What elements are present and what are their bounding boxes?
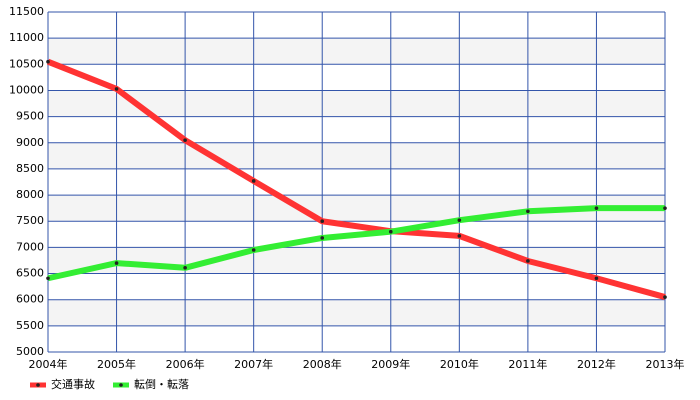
y-tick-label: 8500 (16, 162, 44, 175)
y-tick-label: 11000 (9, 31, 44, 44)
point (526, 209, 530, 214)
legend-label: 交通事故 (51, 377, 95, 391)
legend-label: 転倒・転落 (134, 378, 189, 391)
y-tick-label: 5000 (16, 345, 44, 358)
y-tick-label: 9500 (16, 110, 44, 123)
legend-dot (36, 383, 40, 387)
point (388, 229, 393, 234)
y-tick-label: 6000 (16, 293, 44, 306)
y-tick-label: 10000 (9, 83, 44, 96)
point (46, 59, 50, 64)
point (114, 261, 119, 265)
legend-dot (119, 383, 123, 387)
x-tick-label: 2006年 (166, 357, 205, 371)
point (251, 179, 256, 183)
point (526, 259, 530, 263)
series-line (46, 58, 666, 300)
series-line (47, 205, 665, 282)
y-tick-label: 7000 (16, 240, 44, 253)
point (663, 206, 667, 210)
x-tick-label: 2011年 (508, 357, 547, 371)
y-tick-label: 5500 (16, 319, 44, 332)
point (114, 87, 119, 91)
point (320, 219, 325, 224)
point (320, 236, 325, 240)
x-tick-label: 2005年 (97, 357, 136, 371)
point (663, 295, 667, 299)
plot-stripe (48, 299, 665, 326)
point (457, 218, 462, 222)
point (594, 206, 599, 210)
point (183, 265, 187, 270)
point (457, 234, 462, 238)
y-tick-label: 6500 (16, 267, 44, 280)
y-tick-label: 7500 (16, 214, 44, 227)
x-tick-label: 2012年 (577, 357, 616, 371)
point (46, 276, 50, 281)
y-tick-label: 10500 (9, 57, 44, 70)
x-tick-label: 2013年 (646, 357, 685, 371)
y-tick-label: 9000 (16, 136, 44, 149)
plot-stripe (48, 142, 665, 169)
point (594, 276, 599, 281)
point (183, 138, 187, 142)
x-tick-label: 2010年 (440, 357, 479, 371)
x-tick-label: 2007年 (234, 357, 273, 371)
x-tick-label: 2009年 (371, 357, 410, 371)
plot-stripe (48, 38, 665, 65)
y-tick-label: 11500 (9, 5, 44, 18)
point (251, 248, 256, 252)
y-tick-label: 8000 (16, 188, 44, 201)
x-tick-label: 2008年 (303, 357, 342, 371)
x-tick-label: 2004年 (29, 357, 68, 371)
